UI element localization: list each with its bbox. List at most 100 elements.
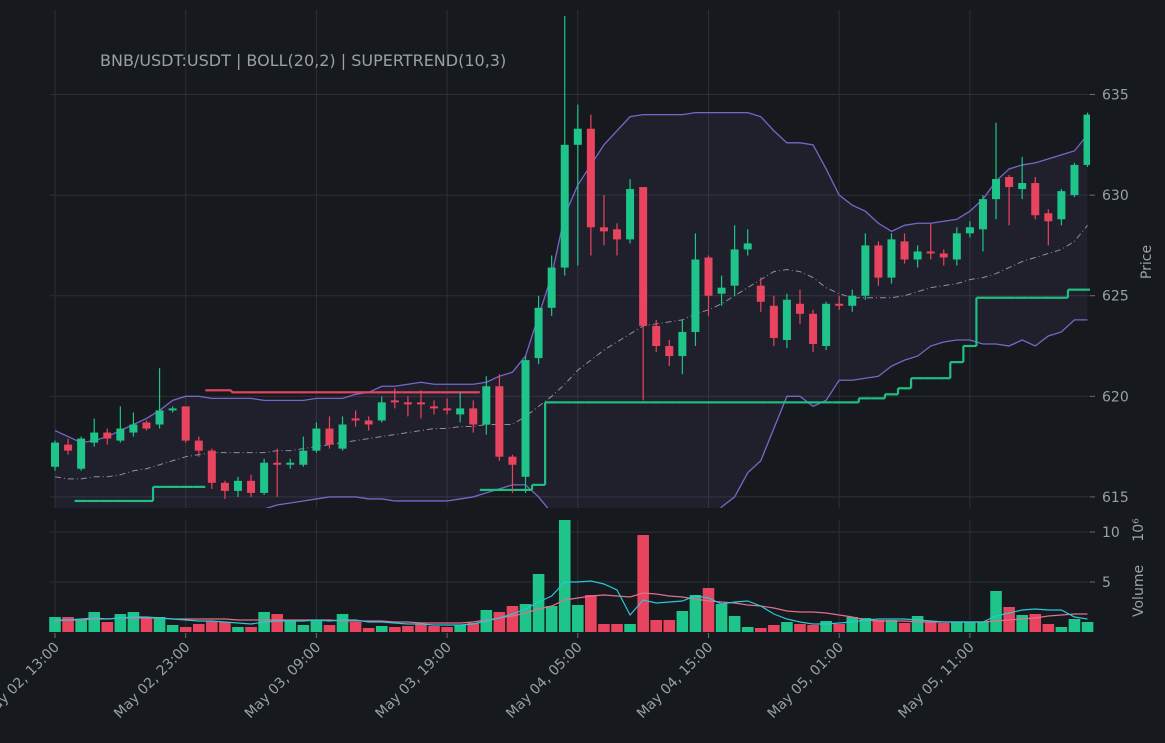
candle-body xyxy=(835,303,844,306)
candle-body xyxy=(181,406,190,441)
volume-bar xyxy=(1042,624,1055,632)
candle-body xyxy=(207,450,216,483)
candle-body xyxy=(364,420,373,425)
candle-body xyxy=(1083,114,1090,165)
candle-body xyxy=(730,249,739,286)
candle-body xyxy=(887,239,896,278)
candle-body xyxy=(652,325,661,347)
volume-bar xyxy=(833,624,845,632)
volume-bar xyxy=(898,623,911,632)
volume-panel xyxy=(49,520,1094,632)
volume-bar xyxy=(807,625,819,632)
volume-bar xyxy=(441,627,453,632)
candle-body xyxy=(260,462,269,493)
volume-bar xyxy=(624,624,636,632)
candle-body xyxy=(992,179,1001,200)
volume-bar xyxy=(88,612,101,632)
candle-body xyxy=(913,251,922,260)
candle-body xyxy=(1018,183,1027,190)
volume-bar xyxy=(846,617,859,632)
candle-body xyxy=(586,128,595,228)
volume-bar xyxy=(389,627,401,632)
candle-body xyxy=(443,408,452,411)
volume-bar xyxy=(467,623,480,632)
volume-bar xyxy=(872,620,885,632)
volume-offset-label: 10⁶ xyxy=(1131,518,1147,542)
y-tick-label: 625 xyxy=(1102,289,1129,305)
volume-bar xyxy=(114,614,127,632)
candle-body xyxy=(247,480,256,493)
candle-body xyxy=(639,187,648,326)
volume-bar xyxy=(885,620,898,632)
volume-bar xyxy=(911,616,924,632)
volume-bar xyxy=(663,620,676,632)
candle-body xyxy=(286,462,295,465)
candle-body xyxy=(952,233,961,260)
volume-bar xyxy=(245,627,257,632)
candle-body xyxy=(965,227,974,234)
candle-body xyxy=(1031,183,1040,216)
volume-bar xyxy=(310,620,323,632)
volume-bar xyxy=(532,574,545,632)
candle-body xyxy=(129,424,138,433)
y-axis-label: Price xyxy=(1139,245,1155,279)
volume-bar xyxy=(1029,614,1042,632)
candle-body xyxy=(848,295,857,306)
candle-body xyxy=(704,257,713,296)
candle-body xyxy=(626,189,635,240)
y-tick-label: 5 xyxy=(1102,575,1111,591)
candle-body xyxy=(978,199,987,230)
candle-body xyxy=(769,305,778,338)
candle-body xyxy=(874,245,883,278)
volume-bar xyxy=(284,620,297,632)
candle-body xyxy=(312,428,321,451)
candle-body xyxy=(351,418,360,421)
volume-bar xyxy=(375,626,388,632)
volume-bar xyxy=(598,624,610,632)
candle-body xyxy=(155,410,164,425)
volume-bar xyxy=(402,626,414,632)
candle-body xyxy=(665,346,674,357)
volume-bar xyxy=(676,611,689,632)
candle-body xyxy=(756,285,765,302)
candle-body xyxy=(416,402,425,405)
volume-bar xyxy=(62,617,74,632)
y-tick-label: 615 xyxy=(1102,490,1129,506)
volume-bar xyxy=(650,620,663,632)
candle-body xyxy=(194,440,203,451)
volume-bar xyxy=(271,614,283,632)
volume-bar xyxy=(990,591,1002,632)
volume-bar xyxy=(585,595,597,632)
volume-bar xyxy=(951,622,963,632)
bollinger-lower xyxy=(265,319,1088,508)
volume-bar xyxy=(454,625,466,632)
volume-bar xyxy=(140,617,153,632)
candle-body xyxy=(861,245,870,296)
volume-ma-fast xyxy=(55,580,1088,626)
candle-body xyxy=(521,360,530,477)
candle-body xyxy=(900,241,909,260)
volume-bar xyxy=(153,617,166,632)
volume-bar xyxy=(964,622,976,632)
candle-body xyxy=(325,428,334,445)
candle-body xyxy=(495,386,504,457)
volume-bar xyxy=(794,624,806,632)
bollinger-middle xyxy=(54,224,1088,480)
candle-body xyxy=(939,253,948,258)
candle-body xyxy=(1044,213,1053,222)
candle-body xyxy=(116,428,125,441)
volume-bar xyxy=(192,624,205,632)
candle-body xyxy=(822,303,831,347)
volume-bar xyxy=(545,606,558,632)
candle-body xyxy=(233,480,242,491)
candle-body xyxy=(220,482,229,491)
candle-body xyxy=(430,406,439,409)
candle-body xyxy=(90,432,99,443)
volume-bar xyxy=(611,624,623,632)
candle-body xyxy=(573,128,582,145)
candle-body xyxy=(469,408,478,425)
volume-bar xyxy=(859,618,872,632)
volume-ma-slow xyxy=(54,592,1088,624)
volume-bar xyxy=(820,621,832,632)
